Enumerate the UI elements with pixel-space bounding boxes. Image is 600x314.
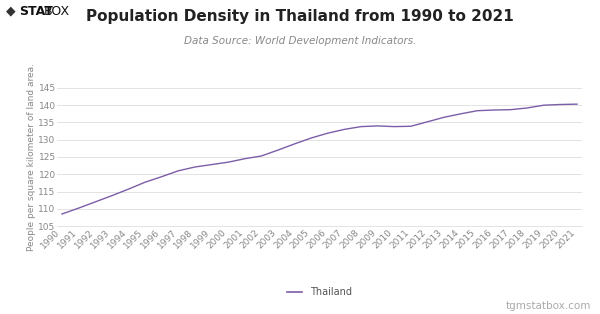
Text: ◆: ◆ (6, 5, 20, 18)
Text: STAT: STAT (19, 5, 53, 18)
Y-axis label: People per square kilometer of land area.: People per square kilometer of land area… (26, 63, 35, 251)
Text: BOX: BOX (44, 5, 70, 18)
Text: tgmstatbox.com: tgmstatbox.com (506, 301, 591, 311)
Text: Population Density in Thailand from 1990 to 2021: Population Density in Thailand from 1990… (86, 9, 514, 24)
Legend: Thailand: Thailand (283, 284, 356, 301)
Text: Data Source: World Development Indicators.: Data Source: World Development Indicator… (184, 36, 416, 46)
